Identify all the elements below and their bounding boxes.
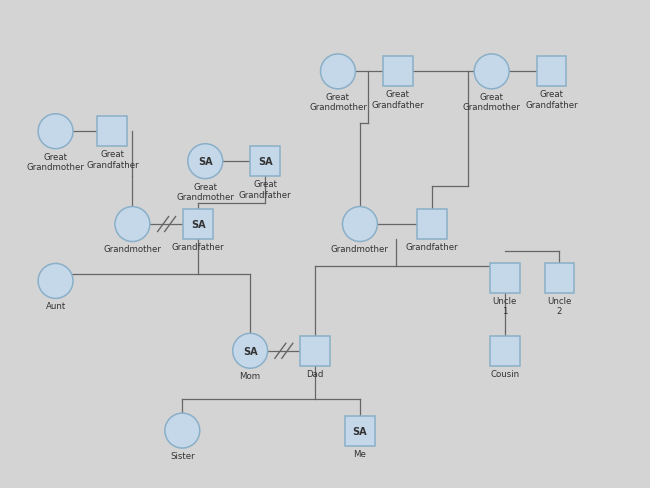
FancyBboxPatch shape xyxy=(545,264,575,293)
Circle shape xyxy=(343,207,378,242)
Text: Dad: Dad xyxy=(306,369,324,378)
Text: Great
Grandfather: Great Grandfather xyxy=(86,150,138,169)
Text: SA: SA xyxy=(352,426,367,436)
FancyBboxPatch shape xyxy=(250,147,280,177)
Text: Grandfather: Grandfather xyxy=(172,243,225,251)
FancyBboxPatch shape xyxy=(417,210,447,240)
Text: Mom: Mom xyxy=(240,371,261,381)
FancyBboxPatch shape xyxy=(183,210,213,240)
Text: SA: SA xyxy=(198,157,213,167)
Text: SA: SA xyxy=(258,157,272,167)
Text: Grandmother: Grandmother xyxy=(103,245,161,254)
FancyBboxPatch shape xyxy=(489,264,519,293)
Circle shape xyxy=(233,334,268,368)
FancyBboxPatch shape xyxy=(536,57,567,87)
Text: Great
Grandmother: Great Grandmother xyxy=(463,93,521,112)
FancyBboxPatch shape xyxy=(345,416,375,446)
Text: Grandmother: Grandmother xyxy=(331,245,389,254)
Text: Uncle
2: Uncle 2 xyxy=(547,296,572,316)
Text: SA: SA xyxy=(191,220,205,229)
Text: Great
Grandmother: Great Grandmother xyxy=(176,182,234,202)
Text: Grandfather: Grandfather xyxy=(406,243,458,251)
Circle shape xyxy=(188,144,223,179)
Text: Aunt: Aunt xyxy=(46,302,66,311)
Circle shape xyxy=(474,55,509,90)
Text: Uncle
1: Uncle 1 xyxy=(493,296,517,316)
Text: Great
Grandmother: Great Grandmother xyxy=(309,93,367,112)
FancyBboxPatch shape xyxy=(98,117,127,147)
FancyBboxPatch shape xyxy=(300,336,330,366)
Text: SA: SA xyxy=(243,346,257,356)
Text: Great
Grandfather: Great Grandfather xyxy=(372,90,424,109)
Circle shape xyxy=(320,55,356,90)
Text: Cousin: Cousin xyxy=(490,369,519,378)
Circle shape xyxy=(38,115,73,149)
Text: Great
Grandmother: Great Grandmother xyxy=(27,152,84,172)
Text: Great
Grandfather: Great Grandfather xyxy=(239,180,291,199)
FancyBboxPatch shape xyxy=(383,57,413,87)
Circle shape xyxy=(165,413,200,448)
Circle shape xyxy=(115,207,150,242)
FancyBboxPatch shape xyxy=(489,336,519,366)
Text: Sister: Sister xyxy=(170,451,194,460)
Circle shape xyxy=(38,264,73,299)
Text: Great
Grandfather: Great Grandfather xyxy=(525,90,578,109)
Text: Me: Me xyxy=(354,448,367,458)
